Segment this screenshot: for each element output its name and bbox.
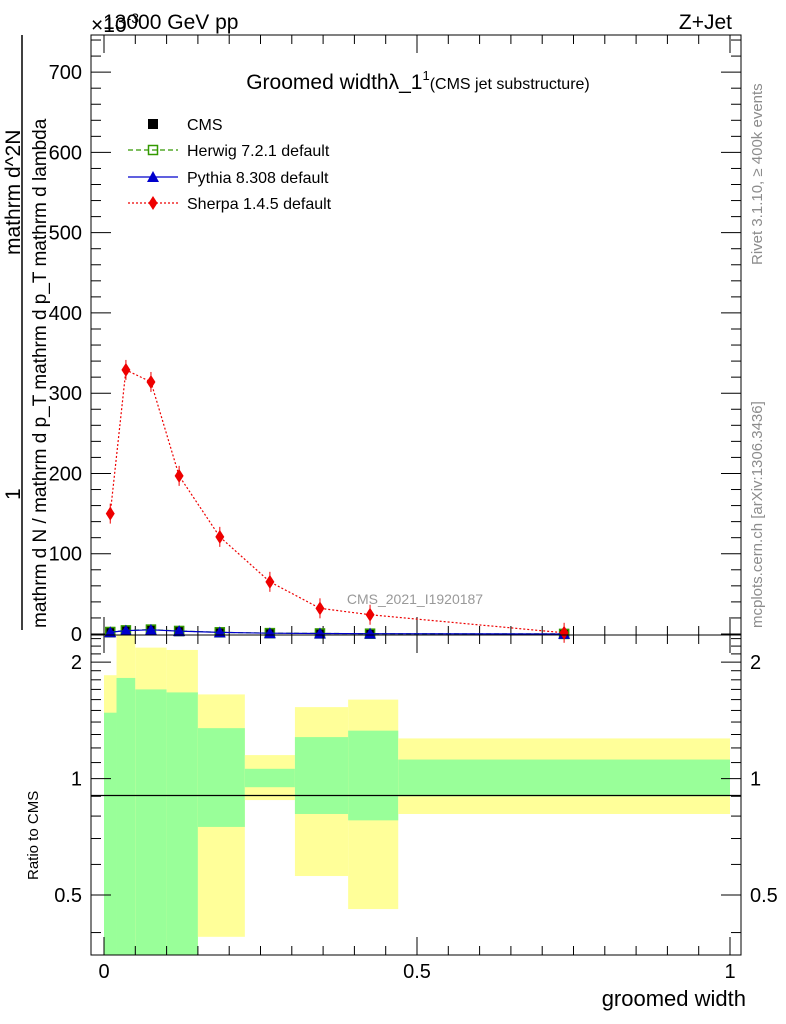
main-panel: 0 100 200 300 400 500 600 700 CMS_2021_I1920187 (49, 34, 742, 646)
xtick-label: 1 (724, 961, 735, 983)
series-herwig (105, 624, 570, 640)
xtick-label: 0.5 (403, 961, 431, 983)
legend-item: CMS (148, 117, 223, 134)
series-line (109, 369, 565, 634)
data-point (365, 607, 375, 622)
main-axes: 0 100 200 300 400 500 600 700 (49, 35, 741, 646)
main-ytick-label: 700 (49, 62, 82, 84)
ratio-band-inner (294, 737, 349, 814)
axis-multiplier-exponent: -3 (127, 10, 140, 26)
data-point (174, 468, 184, 483)
ratio-band-inner (104, 712, 117, 955)
axis-multiplier-base: ×10 (91, 14, 127, 37)
watermark: CMS_2021_I1920187 (347, 591, 483, 607)
ratio-ytick-label: 0.5 (54, 885, 82, 907)
data-point (559, 625, 569, 640)
legend-item: Pythia 8.308 default (128, 170, 329, 187)
legend-label: Sherpa 1.4.5 default (187, 196, 332, 213)
data-point (265, 574, 275, 589)
data-point (105, 506, 115, 521)
legend-label: Pythia 8.308 default (187, 170, 329, 187)
data-point (121, 362, 131, 377)
legend-marker (148, 196, 158, 210)
ratio-ytick-label: 1 (71, 769, 82, 791)
legend-label: CMS (187, 117, 223, 134)
legend-marker (147, 144, 159, 156)
data-point (215, 529, 225, 544)
rivet-label: Rivet 3.1.10, ≥ 400k events (749, 83, 766, 265)
ratio-band-inner (197, 728, 245, 827)
ratio-axes: 0.5 0.5 1 1 2 2 0 0.5 1 (54, 635, 778, 983)
data-point (119, 624, 132, 636)
ratio-band-inner (398, 759, 730, 797)
chart-title-sup: 1 (422, 68, 429, 83)
chart-title-text: Groomed width (246, 71, 388, 94)
axis-multiplier: ×10-3 (91, 10, 139, 37)
ratio-band-inner (135, 689, 167, 955)
ratio-ytick-label-right: 0.5 (750, 885, 778, 907)
process-label: Z+Jet (679, 11, 732, 34)
legend-marker (148, 119, 158, 129)
ratio-bands (104, 635, 730, 955)
ratio-ylabel: Ratio to CMS (25, 791, 42, 880)
data-point (104, 626, 117, 638)
main-ytick-label: 0 (71, 624, 82, 646)
data-point (144, 623, 157, 635)
xtick-label: 0 (98, 961, 109, 983)
ylabel-denominator: mathrm d N / mathrm d p_T mathrm d p_T m… (30, 118, 51, 628)
ratio-band-inner (348, 730, 399, 821)
ratio-band-inner (244, 768, 295, 788)
ylabel-mid: 1 (2, 488, 25, 500)
ylabel-top: mathrm d^2N (2, 130, 25, 255)
legend-label: Herwig 7.2.1 default (187, 143, 330, 160)
main-series (104, 359, 571, 643)
data-point (315, 601, 325, 616)
xlabel: groomed width (602, 986, 746, 1011)
legend-marker (147, 171, 159, 182)
energy-label: 13000 GeV pp (103, 11, 238, 34)
data-point (173, 625, 186, 637)
legend-item: Sherpa 1.4.5 default (128, 196, 332, 213)
main-ytick-label: 500 (49, 223, 82, 245)
main-ytick-label: 400 (49, 303, 82, 325)
ratio-ytick-label: 2 (71, 652, 82, 674)
main-ytick-label: 600 (49, 142, 82, 164)
chart-title-suffix: (CMS jet substructure) (430, 76, 590, 93)
data-point (146, 374, 156, 389)
ratio-frame (90, 634, 742, 956)
mcplots-label: mcplots.cern.ch [arXiv:1306.3436] (749, 401, 766, 628)
data-point (364, 627, 377, 639)
ratio-band-inner (116, 677, 136, 955)
legend-item: Herwig 7.2.1 default (128, 143, 330, 160)
ratio-ytick-label-right: 2 (750, 652, 761, 674)
main-ytick-label: 300 (49, 383, 82, 405)
legend: CMS Herwig 7.2.1 default Pythia 8.308 defa… (128, 117, 332, 213)
ratio-band-inner (166, 692, 198, 955)
ratio-panel: 0.5 0.5 1 1 2 2 0 0.5 1 (54, 634, 778, 983)
series-sherpa (105, 359, 569, 643)
main-ytick-label: 200 (49, 463, 82, 485)
chart-title: Groomed widthλ_11(CMS jet substructure) (246, 68, 590, 94)
ratio-ytick-label-right: 1 (750, 769, 761, 791)
chart-title-symbol: λ_1 (389, 71, 423, 94)
main-ytick-label: 100 (49, 544, 82, 566)
